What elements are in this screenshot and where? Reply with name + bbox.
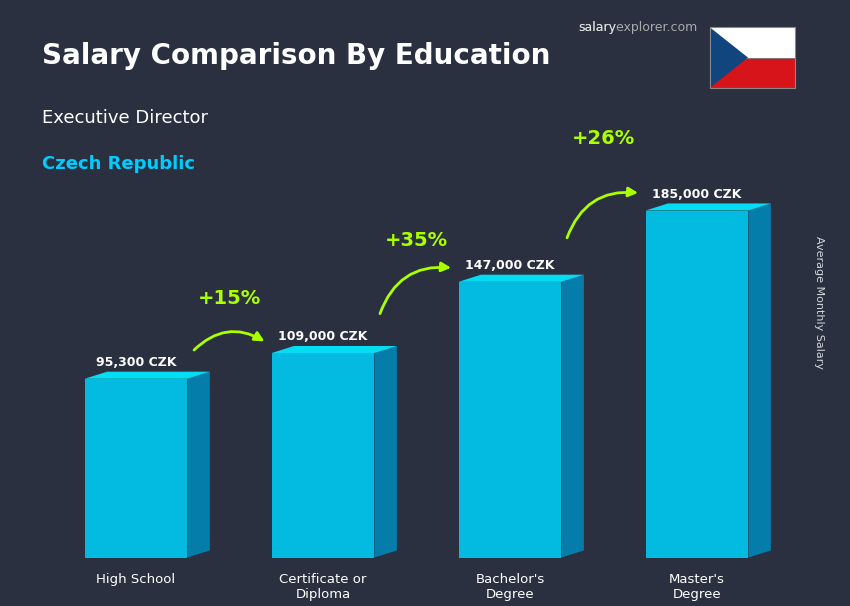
Polygon shape [84, 371, 210, 379]
Polygon shape [646, 204, 771, 210]
Polygon shape [459, 275, 584, 282]
Polygon shape [646, 210, 748, 558]
Text: Bachelor's
Degree: Bachelor's Degree [475, 573, 545, 601]
Text: 147,000 CZK: 147,000 CZK [465, 259, 555, 272]
Polygon shape [374, 346, 397, 558]
Polygon shape [459, 282, 561, 558]
Text: 109,000 CZK: 109,000 CZK [278, 330, 368, 343]
Text: salary: salary [578, 21, 616, 34]
Text: Salary Comparison By Education: Salary Comparison By Education [42, 42, 551, 70]
Polygon shape [187, 371, 210, 558]
Text: +15%: +15% [198, 289, 261, 308]
Text: Master's
Degree: Master's Degree [669, 573, 725, 601]
Text: Certificate or
Diploma: Certificate or Diploma [280, 573, 366, 601]
Polygon shape [271, 346, 397, 353]
Text: +26%: +26% [572, 129, 635, 148]
Text: Czech Republic: Czech Republic [42, 155, 196, 173]
Text: 95,300 CZK: 95,300 CZK [96, 356, 176, 369]
Polygon shape [271, 353, 374, 558]
Text: +35%: +35% [385, 231, 448, 250]
Text: salaryexplorer.com: salaryexplorer.com [578, 21, 697, 34]
Text: 185,000 CZK: 185,000 CZK [652, 188, 742, 201]
Text: High School: High School [96, 573, 176, 586]
Polygon shape [748, 204, 771, 558]
Text: Executive Director: Executive Director [42, 109, 208, 127]
Polygon shape [84, 379, 187, 558]
Polygon shape [561, 275, 584, 558]
Text: Average Monthly Salary: Average Monthly Salary [814, 236, 824, 370]
